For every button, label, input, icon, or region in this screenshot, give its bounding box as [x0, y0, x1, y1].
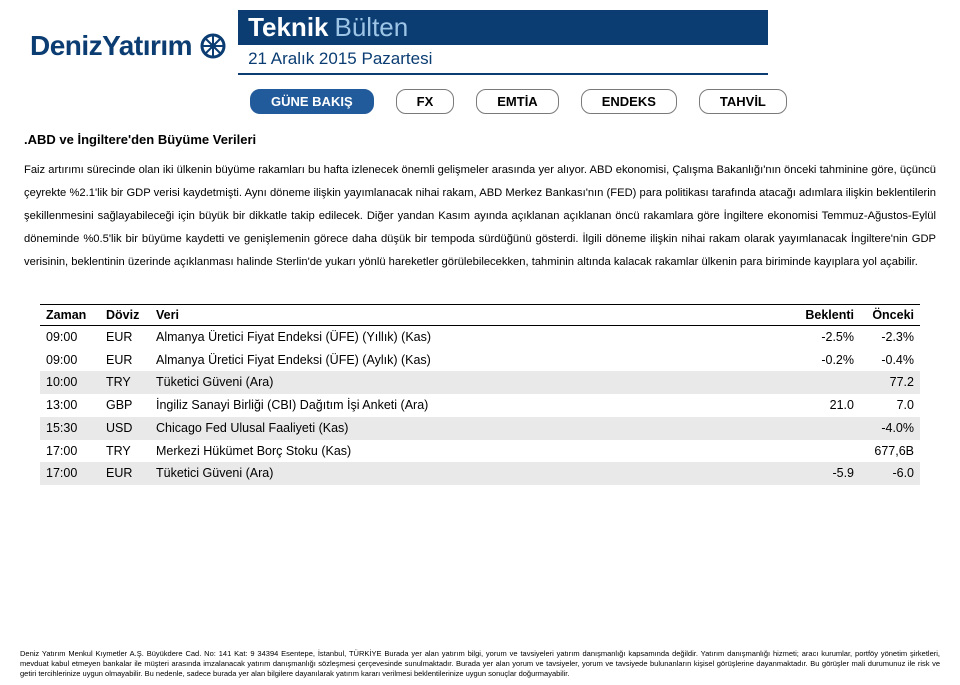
cell-currency: GBP: [100, 394, 150, 417]
table-header-row: Zaman Döviz Veri Beklenti Önceki: [40, 304, 920, 325]
tabs-row: GÜNE BAKIŞ FX EMTİA ENDEKS TAHVİL: [0, 75, 960, 128]
cell-time: 17:00: [40, 440, 100, 463]
cell-prev: -4.0%: [860, 417, 920, 440]
cell-expect: [780, 440, 860, 463]
cell-prev: -6.0: [860, 462, 920, 485]
cell-time: 15:30: [40, 417, 100, 440]
cell-prev: -0.4%: [860, 349, 920, 372]
cell-expect: -2.5%: [780, 325, 860, 348]
disclaimer-footer: Deniz Yatırım Menkul Kıymetler A.Ş. Büyü…: [0, 649, 960, 685]
brand-name: DenizYatırım: [30, 30, 192, 62]
cell-expect: [780, 371, 860, 394]
cell-currency: USD: [100, 417, 150, 440]
cell-expect: [780, 417, 860, 440]
table-row: 17:00TRYMerkezi Hükümet Borç Stoku (Kas)…: [40, 440, 920, 463]
table-row: 13:00GBPİngiliz Sanayi Birliği (CBI) Dağ…: [40, 394, 920, 417]
table-row: 09:00EURAlmanya Üretici Fiyat Endeksi (Ü…: [40, 325, 920, 348]
cell-currency: EUR: [100, 462, 150, 485]
article-heading: .ABD ve İngiltere'den Büyüme Verileri: [24, 132, 936, 147]
tab-fx[interactable]: FX: [396, 89, 455, 114]
cell-currency: TRY: [100, 371, 150, 394]
cell-desc: Tüketici Güveni (Ara): [150, 371, 780, 394]
data-table-wrap: Zaman Döviz Veri Beklenti Önceki 09:00EU…: [40, 304, 920, 485]
cell-time: 17:00: [40, 462, 100, 485]
cell-time: 13:00: [40, 394, 100, 417]
table-row: 10:00TRYTüketici Güveni (Ara) 77.2: [40, 371, 920, 394]
title-block: TeknikBülten 21 Aralık 2015 Pazartesi: [238, 10, 768, 75]
cell-expect: -0.2%: [780, 349, 860, 372]
title-strong: Teknik: [248, 12, 328, 42]
cell-time: 09:00: [40, 325, 100, 348]
cell-desc: Merkezi Hükümet Borç Stoku (Kas): [150, 440, 780, 463]
cell-desc: Almanya Üretici Fiyat Endeksi (ÜFE) (Yıl…: [150, 325, 780, 348]
tab-label: FX: [417, 94, 434, 109]
table-row: 17:00EURTüketici Güveni (Ara)-5.9-6.0: [40, 462, 920, 485]
tab-emtia[interactable]: EMTİA: [476, 89, 558, 114]
brand-logo: DenizYatırım: [30, 10, 228, 75]
cell-currency: TRY: [100, 440, 150, 463]
tab-gune-bakis[interactable]: GÜNE BAKIŞ: [250, 89, 374, 114]
title-bar: TeknikBülten: [238, 10, 768, 45]
cell-desc: Tüketici Güveni (Ara): [150, 462, 780, 485]
th-time: Zaman: [40, 304, 100, 325]
th-desc: Veri: [150, 304, 780, 325]
cell-desc: Chicago Fed Ulusal Faaliyeti (Kas): [150, 417, 780, 440]
cell-prev: -2.3%: [860, 325, 920, 348]
cell-prev: 7.0: [860, 394, 920, 417]
tab-label: ENDEKS: [602, 94, 656, 109]
th-prev: Önceki: [860, 304, 920, 325]
th-currency: Döviz: [100, 304, 150, 325]
header: DenizYatırım TeknikBülten 21 Aralık 2015…: [0, 0, 960, 75]
cell-prev: 77.2: [860, 371, 920, 394]
table-row: 09:00EURAlmanya Üretici Fiyat Endeksi (Ü…: [40, 349, 920, 372]
th-expect: Beklenti: [780, 304, 860, 325]
date-line: 21 Aralık 2015 Pazartesi: [238, 45, 768, 75]
cell-time: 10:00: [40, 371, 100, 394]
data-table: Zaman Döviz Veri Beklenti Önceki 09:00EU…: [40, 304, 920, 485]
cell-expect: 21.0: [780, 394, 860, 417]
cell-prev: 677,6B: [860, 440, 920, 463]
table-body: 09:00EURAlmanya Üretici Fiyat Endeksi (Ü…: [40, 325, 920, 485]
cell-currency: EUR: [100, 349, 150, 372]
cell-currency: EUR: [100, 325, 150, 348]
cell-time: 09:00: [40, 349, 100, 372]
article: .ABD ve İngiltere'den Büyüme Verileri Fa…: [0, 128, 960, 274]
wheel-icon: [198, 31, 228, 61]
tab-label: EMTİA: [497, 94, 537, 109]
cell-expect: -5.9: [780, 462, 860, 485]
article-body: Faiz artırımı sürecinde olan iki ülkenin…: [24, 159, 936, 274]
table-row: 15:30USDChicago Fed Ulusal Faaliyeti (Ka…: [40, 417, 920, 440]
tab-label: GÜNE BAKIŞ: [271, 94, 353, 109]
title-light: Bülten: [335, 12, 409, 42]
tab-endeks[interactable]: ENDEKS: [581, 89, 677, 114]
cell-desc: Almanya Üretici Fiyat Endeksi (ÜFE) (Ayl…: [150, 349, 780, 372]
tab-label: TAHVİL: [720, 94, 766, 109]
tab-tahvil[interactable]: TAHVİL: [699, 89, 787, 114]
cell-desc: İngiliz Sanayi Birliği (CBI) Dağıtım İşi…: [150, 394, 780, 417]
